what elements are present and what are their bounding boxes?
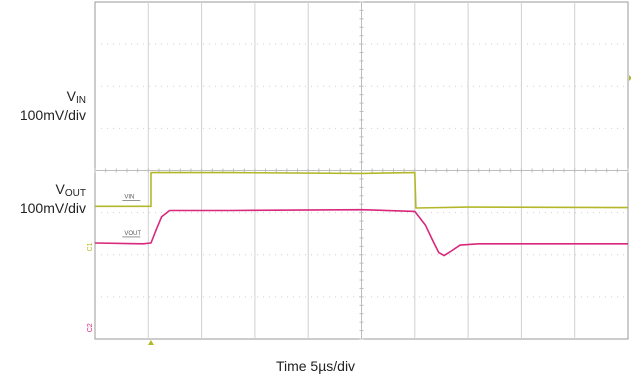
vin-label-main: V [66,88,76,104]
trigger-marker-icon [147,340,154,345]
trace-tag-vout: VOUT [124,231,141,237]
trace-vin [95,171,629,209]
channel-marker-vin: C1 [87,242,94,251]
vin-scale-label: 100mV/div [19,107,86,123]
x-axis-label: Time 5µs/div [275,358,356,374]
vin-channel-label: VIN 100mV/div [4,88,86,123]
vin-label-sub: IN [76,95,86,106]
vout-channel-label: VOUT 100mV/div [4,181,86,216]
channel-marker-vout: C2 [87,323,94,332]
trace-vout [94,208,628,257]
vout-label-sub: OUT [64,188,86,199]
trace-tag-vin: VIN [124,194,134,200]
vout-label-main: V [55,181,65,197]
vout-scale-label: 100mV/div [19,200,86,216]
